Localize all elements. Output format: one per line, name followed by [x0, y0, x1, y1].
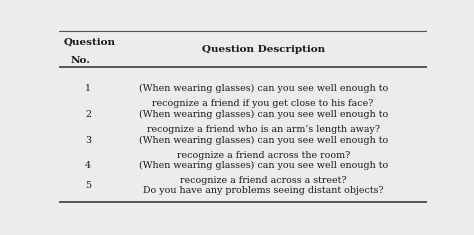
- Text: Question Description: Question Description: [201, 44, 325, 54]
- Text: 3: 3: [85, 136, 91, 145]
- Text: 2: 2: [85, 110, 91, 119]
- Text: (When wearing glasses) can you see well enough to: (When wearing glasses) can you see well …: [138, 110, 388, 119]
- Text: recognize a friend who is an arm’s length away?: recognize a friend who is an arm’s lengt…: [146, 125, 380, 134]
- Text: (When wearing glasses) can you see well enough to: (When wearing glasses) can you see well …: [138, 136, 388, 145]
- Text: (When wearing glasses) can you see well enough to: (When wearing glasses) can you see well …: [138, 161, 388, 170]
- Text: Question: Question: [64, 38, 116, 47]
- Text: recognize a friend across a street?: recognize a friend across a street?: [180, 176, 346, 185]
- Text: 1: 1: [85, 84, 91, 93]
- Text: 5: 5: [85, 181, 91, 190]
- Text: 4: 4: [85, 161, 91, 170]
- Text: Do you have any problems seeing distant objects?: Do you have any problems seeing distant …: [143, 186, 383, 195]
- Text: recognize a friend across the room?: recognize a friend across the room?: [176, 151, 350, 160]
- Text: (When wearing glasses) can you see well enough to: (When wearing glasses) can you see well …: [138, 83, 388, 93]
- Text: No.: No.: [70, 56, 90, 65]
- Text: recognize a friend if you get close to his face?: recognize a friend if you get close to h…: [153, 99, 374, 108]
